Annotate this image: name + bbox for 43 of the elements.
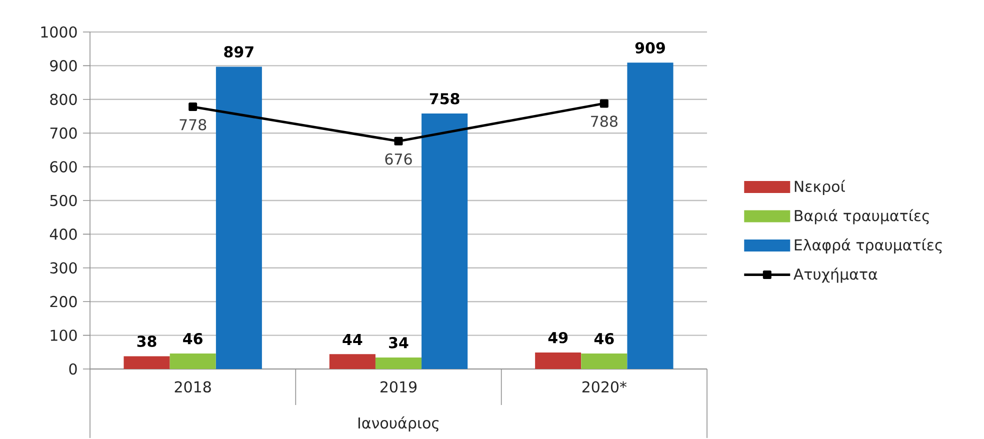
- bar: [627, 62, 674, 369]
- y-tick-label: 100: [50, 330, 77, 341]
- data-label: 758: [430, 93, 460, 104]
- x-tick-label: 2018: [174, 381, 211, 393]
- x-tick-label: 2020*: [582, 381, 627, 393]
- bar: [375, 358, 422, 369]
- data-label: 44: [342, 334, 362, 345]
- y-tick-label: 400: [50, 228, 77, 240]
- data-label: 38: [137, 336, 156, 347]
- point: [394, 136, 403, 146]
- y-tick-label: 700: [50, 127, 77, 139]
- data-label: 46: [183, 332, 202, 344]
- point: [600, 99, 608, 108]
- bar: [581, 353, 628, 369]
- data-label: 34: [389, 336, 408, 348]
- data-label: 46: [594, 332, 614, 344]
- data-label: 49: [548, 332, 568, 344]
- y-tick-label: 200: [50, 296, 77, 308]
- bar: [422, 114, 468, 369]
- y-tick-label: 0: [69, 363, 77, 375]
- legend-label: Νεκροί: [794, 180, 846, 195]
- legend-label: Ατυχήματα: [794, 268, 878, 283]
- y-tick-label: 600: [50, 161, 77, 172]
- bar: [535, 352, 582, 369]
- data-label: 909: [635, 42, 665, 54]
- point: [188, 102, 198, 112]
- y-tick-label: 500: [50, 194, 77, 206]
- x-axis-title: Ιανουάριος: [358, 416, 439, 432]
- data-label: 676: [385, 153, 412, 165]
- bar: [170, 353, 216, 369]
- x-tick-label: 2019: [380, 381, 417, 393]
- bar: [216, 66, 262, 369]
- y-tick-label: 900: [50, 60, 77, 72]
- y-tick-label: 800: [50, 94, 77, 106]
- legend-label: Ελαφρά τραυματίες: [794, 238, 942, 254]
- data-label: 788: [591, 116, 618, 127]
- data-label: 897: [224, 46, 254, 58]
- bar: [329, 354, 376, 369]
- data-label: 778: [180, 119, 206, 130]
- y-tick-label: 1000: [41, 26, 77, 38]
- y-tick-label: 300: [50, 262, 77, 274]
- bar: [124, 356, 170, 369]
- legend-label: Βαριά τραυματίες: [794, 209, 929, 224]
